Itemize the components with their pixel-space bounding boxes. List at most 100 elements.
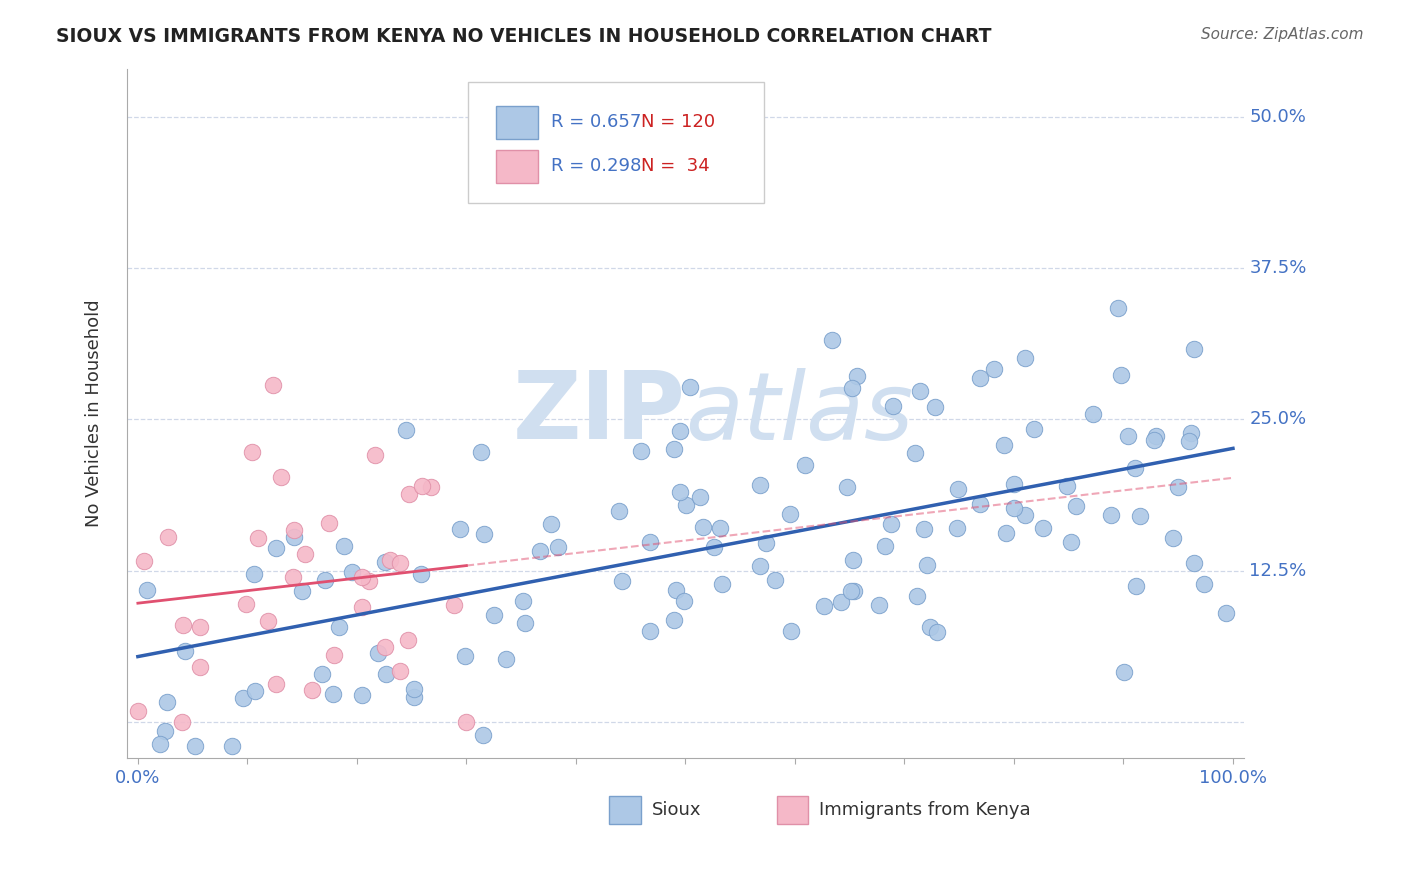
Point (374, 555, 396, 569)
Point (995, 525, 1018, 540)
Point (398, 486, 420, 500)
Point (1002, 477, 1025, 491)
Point (638, 535, 661, 549)
Text: 25.0%: 25.0% (1250, 410, 1306, 428)
FancyBboxPatch shape (468, 82, 763, 203)
Point (905, 589, 928, 603)
Point (1143, 433, 1166, 447)
Point (188, 660, 211, 674)
Point (1125, 579, 1147, 593)
Text: SIOUX VS IMMIGRANTS FROM KENYA NO VEHICLES IN HOUSEHOLD CORRELATION CHART: SIOUX VS IMMIGRANTS FROM KENYA NO VEHICL… (56, 27, 991, 45)
Point (449, 523, 471, 537)
Point (404, 690, 426, 704)
Point (396, 633, 419, 648)
Point (1116, 429, 1139, 443)
Point (1107, 301, 1129, 315)
Text: 37.5%: 37.5% (1250, 260, 1306, 277)
Point (243, 566, 266, 581)
Point (456, 714, 478, 729)
Point (882, 399, 904, 413)
Point (993, 438, 1015, 452)
Point (1014, 351, 1036, 366)
Point (357, 574, 380, 588)
Point (404, 681, 426, 696)
Point (380, 553, 402, 567)
Point (912, 522, 935, 536)
Point (352, 570, 374, 584)
Point (314, 573, 336, 587)
Point (247, 532, 270, 546)
Point (1056, 479, 1078, 493)
Point (301, 682, 323, 697)
Point (908, 384, 931, 398)
Point (924, 401, 946, 415)
Point (920, 620, 942, 634)
Point (669, 484, 692, 499)
Point (794, 458, 817, 473)
Point (1032, 521, 1054, 535)
FancyBboxPatch shape (778, 797, 808, 823)
Point (662, 613, 685, 627)
Point (710, 577, 733, 591)
Point (173, 644, 195, 658)
Point (153, 723, 176, 738)
Point (945, 521, 967, 535)
Point (841, 380, 863, 394)
Point (868, 598, 890, 612)
Point (375, 666, 398, 681)
Point (672, 593, 695, 607)
Point (1123, 461, 1146, 475)
Point (257, 614, 280, 628)
Point (367, 646, 389, 660)
Point (388, 557, 411, 571)
Point (322, 687, 344, 701)
Point (1112, 665, 1135, 679)
Point (513, 616, 536, 631)
FancyBboxPatch shape (609, 797, 641, 823)
Text: 12.5%: 12.5% (1250, 562, 1306, 580)
Text: Source: ZipAtlas.com: Source: ZipAtlas.com (1201, 27, 1364, 42)
Point (332, 539, 354, 553)
Point (1192, 577, 1215, 591)
Point (157, 530, 180, 544)
Point (134, 554, 156, 568)
Point (692, 520, 714, 534)
Point (969, 497, 991, 511)
Point (264, 541, 287, 555)
Point (1167, 480, 1189, 494)
Point (842, 584, 865, 599)
Text: Sioux: Sioux (652, 801, 702, 819)
Point (1002, 501, 1025, 516)
Point (969, 370, 991, 384)
Point (875, 539, 897, 553)
Point (1178, 434, 1201, 449)
Point (495, 652, 517, 666)
Point (127, 704, 149, 718)
Point (245, 683, 267, 698)
Point (374, 640, 396, 654)
Point (411, 567, 433, 582)
Point (188, 620, 211, 634)
Point (395, 424, 418, 438)
Point (709, 521, 731, 535)
Point (232, 690, 254, 705)
Point (1014, 508, 1036, 523)
Point (612, 574, 634, 588)
Point (703, 540, 725, 554)
Point (630, 443, 652, 458)
Point (904, 446, 927, 460)
Point (821, 333, 844, 347)
Point (454, 649, 477, 664)
Point (1081, 408, 1104, 422)
Point (540, 516, 562, 531)
Point (689, 490, 711, 504)
Text: R = 0.298: R = 0.298 (551, 158, 641, 176)
Point (1064, 499, 1087, 513)
Point (311, 667, 333, 681)
Point (983, 362, 1005, 376)
Point (281, 570, 304, 584)
Point (512, 594, 534, 608)
Point (1182, 343, 1205, 357)
Point (472, 526, 495, 541)
Point (1144, 428, 1167, 442)
